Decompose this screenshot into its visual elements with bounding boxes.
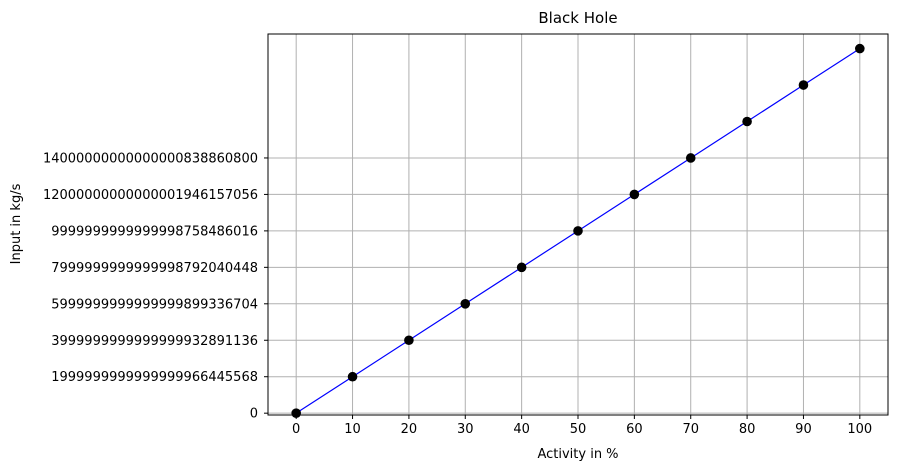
x-axis-label: Activity in % [537, 447, 618, 462]
y-tick-label: 12000000000000001946157056 [43, 188, 258, 203]
x-axis-ticks: 0 10 20 30 40 50 60 70 80 90 100 [292, 415, 872, 437]
data-point [516, 262, 527, 273]
y-axis-label: Input in kg/s [9, 183, 24, 264]
data-point [629, 189, 640, 200]
data-point [573, 226, 583, 236]
data-point [347, 371, 358, 382]
data-series [291, 43, 865, 418]
data-point [291, 408, 301, 418]
y-tick-label: 3999999999999999932891136 [51, 334, 258, 349]
x-tick-label: 100 [847, 422, 872, 437]
x-tick-label: 30 [457, 422, 474, 437]
data-point [798, 80, 809, 90]
y-tick-label: 14000000000000000838860800 [43, 151, 258, 166]
x-tick-label: 40 [513, 422, 530, 437]
grid-lines [268, 34, 888, 415]
data-point [685, 153, 696, 163]
x-tick-label: 10 [344, 422, 361, 437]
x-tick-label: 20 [401, 422, 418, 437]
y-tick-label: 5999999999999999899336704 [51, 297, 258, 312]
data-point [855, 43, 865, 54]
y-tick-label: 9999999999999998758486016 [51, 224, 258, 239]
chart-title: Black Hole [538, 9, 617, 27]
y-tick-label: 1999999999999999966445568 [51, 370, 258, 385]
y-tick-label: 7999999999999998792040448 [51, 261, 258, 276]
data-point [404, 335, 414, 346]
y-tick-label: 0 [250, 407, 258, 422]
x-tick-label: 70 [682, 422, 699, 437]
x-tick-label: 60 [626, 422, 643, 437]
x-tick-label: 0 [292, 422, 300, 437]
x-tick-label: 80 [739, 422, 756, 437]
y-axis-ticks: 0 1999999999999999966445568 39999999999999… [43, 151, 268, 422]
x-tick-label: 50 [570, 422, 587, 437]
data-point [742, 116, 752, 127]
x-tick-label: 90 [795, 422, 812, 437]
data-point [460, 298, 471, 309]
